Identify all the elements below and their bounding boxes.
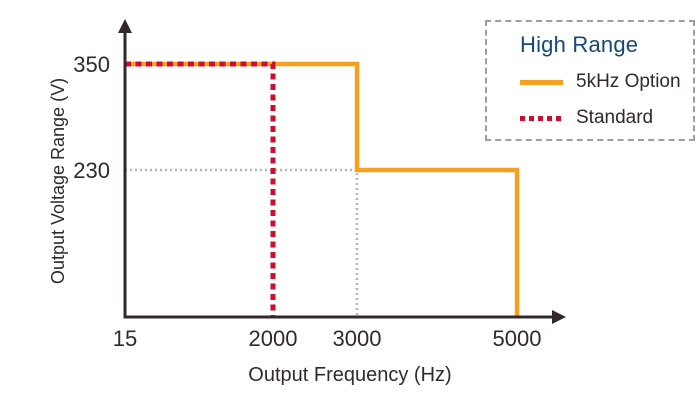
legend-item-5khz-option: 5kHz Option: [520, 71, 693, 93]
legend-title: High Range: [520, 32, 639, 57]
y-tick-230: 230: [73, 158, 110, 183]
x-tick-2000: 2000: [249, 326, 298, 351]
y-tick-350: 350: [73, 52, 110, 77]
legend-item-standard: Standard: [520, 107, 693, 129]
legend-label-5khz-option: 5kHz Option: [576, 71, 681, 92]
x-axis-title: Output Frequency (Hz): [248, 364, 451, 386]
legend: High Range 5kHz Option Standard: [485, 20, 695, 141]
y-axis-arrow-icon: [118, 19, 132, 33]
y-axis-title: Output Voltage Range (V): [48, 78, 68, 284]
x-tick-15: 15: [113, 326, 137, 351]
x-tick-5000: 5000: [493, 326, 542, 351]
x-tick-3000: 3000: [333, 326, 382, 351]
legend-label-standard: Standard: [576, 107, 654, 128]
axes: [118, 19, 566, 324]
orange-solid-line-swatch-icon: [520, 79, 563, 85]
red-dashed-line-swatch-icon: [520, 115, 563, 121]
x-axis-arrow-icon: [552, 310, 566, 324]
plot-lines: [125, 61, 520, 316]
